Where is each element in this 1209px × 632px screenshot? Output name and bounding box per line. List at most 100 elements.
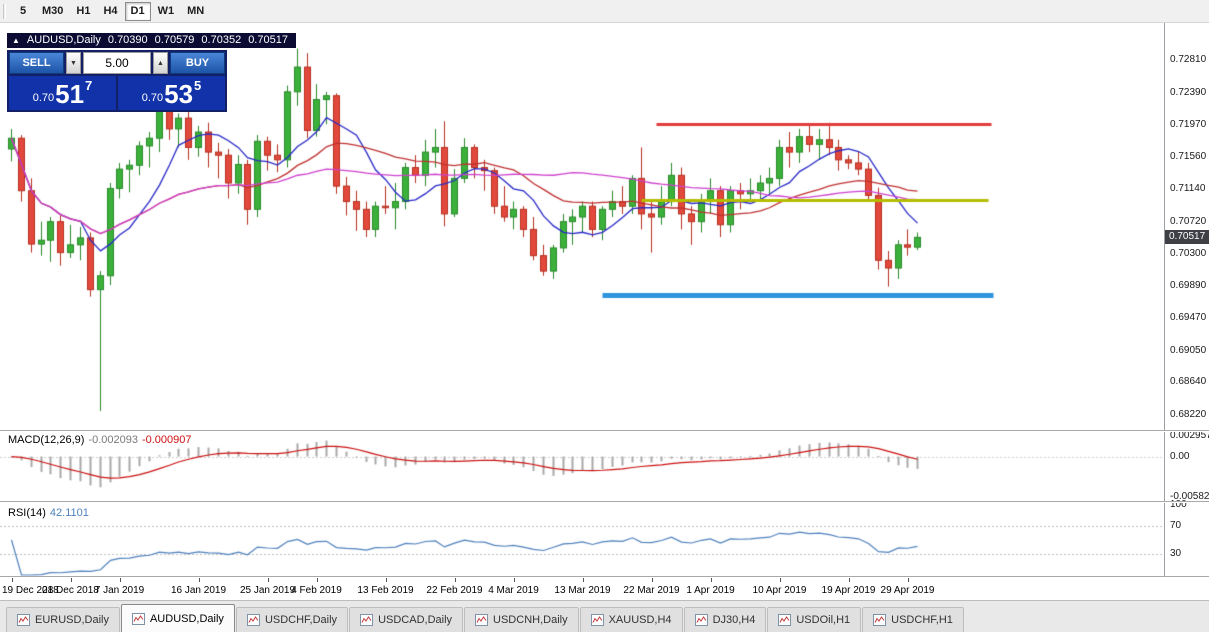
toolbar-grip[interactable] <box>3 3 6 19</box>
time-tick <box>454 578 456 582</box>
timeframe-button-w1[interactable]: W1 <box>157 5 175 17</box>
current-price-tag: 0.70517 <box>1165 230 1209 245</box>
rsi-scale-label: 30 <box>1170 548 1182 559</box>
timeframe-button-h4[interactable]: H4 <box>103 5 118 17</box>
chart-tab-usdcad-daily[interactable]: USDCAD,Daily <box>349 607 464 632</box>
time-tick-label: 19 Apr 2019 <box>821 585 876 596</box>
ohlc-open: 0.70390 <box>107 34 148 46</box>
time-tick-label: 7 Jan 2019 <box>94 585 145 596</box>
rsi-value: 42.1101 <box>49 507 89 519</box>
time-tick <box>848 578 850 582</box>
buy-price-big: 53 <box>164 79 194 109</box>
macd-name: MACD(12,26,9) <box>8 434 85 446</box>
rsi-scale-label: 70 <box>1170 520 1182 531</box>
sell-price-prefix: 0.70 <box>32 92 55 104</box>
chart-tab-usdoil-h1[interactable]: USDOil,H1 <box>767 607 862 632</box>
time-tick-label: 22 Mar 2019 <box>623 585 680 596</box>
rsi-label: RSI(14) 42.1101 <box>8 507 93 519</box>
time-tick-label: 1 Apr 2019 <box>686 585 735 596</box>
caret-up-icon: ▲ <box>157 59 164 67</box>
timeframe-button-d1[interactable]: D1 <box>124 1 151 21</box>
chart-icon <box>778 614 792 626</box>
chart-icon <box>694 614 708 626</box>
chart-tab-usdcnh-daily[interactable]: USDCNH,Daily <box>464 607 579 632</box>
tab-label: USDCHF,H1 <box>891 614 953 626</box>
oct-collapse-icon[interactable]: ▲ <box>12 36 20 45</box>
chart-tab-usdchf-daily[interactable]: USDCHF,Daily <box>235 607 349 632</box>
time-tick-label: 4 Mar 2019 <box>488 585 539 596</box>
macd-scale-label: 0.002957 <box>1170 430 1209 441</box>
sell-price-big: 51 <box>55 79 85 109</box>
panel-separator-rsi[interactable] <box>0 501 1209 502</box>
chart-tab-dj30-h4[interactable]: DJ30,H4 <box>683 607 767 632</box>
time-tick <box>267 578 269 582</box>
time-tick <box>513 578 515 582</box>
macd-scale-label: -0.005825 <box>1170 491 1209 502</box>
sell-price-display[interactable]: 0.70 51 7 <box>9 76 116 110</box>
chart-icon <box>360 614 374 626</box>
buy-price-prefix: 0.70 <box>141 92 164 104</box>
price-tick-label: 0.72390 <box>1170 86 1207 98</box>
price-tick-label: 0.69470 <box>1170 312 1207 324</box>
timeframe-button-m30[interactable]: M30 <box>42 5 64 17</box>
price-tick-label: 0.71140 <box>1170 183 1206 195</box>
price-tick-label: 0.71970 <box>1170 119 1207 131</box>
price-scale[interactable]: 0.70517 0.72810 0.72390 0.71970 0.71560 0.71… <box>1164 23 1209 577</box>
chart-icon <box>131 612 145 625</box>
price-tick-label: 0.68220 <box>1170 408 1207 420</box>
macd-label: MACD(12,26,9) -0.002093 -0.000907 <box>8 434 196 446</box>
panel-separator-macd[interactable] <box>0 430 1209 431</box>
price-tick-label: 0.69890 <box>1170 279 1207 291</box>
buy-price-display[interactable]: 0.70 53 5 <box>118 76 225 110</box>
buy-button[interactable]: BUY <box>170 52 225 74</box>
price-tick-label: 0.71560 <box>1170 150 1207 162</box>
time-tick <box>385 578 387 582</box>
time-tick-label: 22 Feb 2019 <box>426 585 483 596</box>
price-tick-label: 0.72810 <box>1170 54 1207 66</box>
time-tick <box>779 578 781 582</box>
chart-tab-usdchf-h1[interactable]: USDCHF,H1 <box>862 607 964 632</box>
ohlc-high: 0.70579 <box>154 34 195 46</box>
timeframe-button-5[interactable]: 5 <box>19 5 27 17</box>
time-tick <box>70 578 72 582</box>
axis-separator <box>0 576 1209 577</box>
time-tick-label: 4 Feb 2019 <box>291 585 342 596</box>
volume-increase-button[interactable]: ▲ <box>153 52 168 74</box>
tab-label: EURUSD,Daily <box>35 614 109 626</box>
rsi-scale-label: 100 <box>1170 499 1187 510</box>
tab-label: XAUUSD,H4 <box>608 614 672 626</box>
price-tick-label: 0.70720 <box>1170 215 1207 227</box>
macd-value-main: -0.002093 <box>88 434 138 446</box>
time-tick <box>710 578 712 582</box>
timeframe-button-h1[interactable]: H1 <box>76 5 91 17</box>
chart-icon <box>590 614 604 626</box>
macd-value-signal: -0.000907 <box>141 434 192 446</box>
chart-window: ▲ AUDUSD,Daily 0.70390 0.70579 0.70352 0… <box>0 23 1209 600</box>
time-tick <box>119 578 121 582</box>
chart-icon <box>246 614 260 626</box>
time-tick-label: 29 Apr 2019 <box>880 585 935 596</box>
price-tick-label: 0.70300 <box>1170 248 1207 260</box>
chart-tab-xauusd-h4[interactable]: XAUUSD,H4 <box>579 607 683 632</box>
time-axis[interactable]: 19 Dec 2018 28 Dec 2018 7 Jan 2019 16 Jan 2… <box>0 578 1164 600</box>
volume-decrease-button[interactable]: ▼ <box>66 52 81 74</box>
macd-scale-label: 0.00 <box>1170 450 1190 462</box>
time-tick <box>582 578 584 582</box>
rsi-name: RSI(14) <box>8 507 46 519</box>
symbol-label: AUDUSD,Daily <box>26 34 101 46</box>
tab-label: USDCNH,Daily <box>493 614 568 626</box>
chart-tab-eurusd-daily[interactable]: EURUSD,Daily <box>6 607 120 632</box>
time-tick-label: 19 Dec 2018 <box>2 585 59 596</box>
ohlc-close: 0.70517 <box>248 34 288 46</box>
one-click-trading-panel: SELL ▼ 5.00 ▲ BUY 0.70 51 7 0.70 53 5 <box>7 50 227 112</box>
time-tick-label: 13 Feb 2019 <box>357 585 414 596</box>
chart-tab-audusd-daily[interactable]: AUDUSD,Daily <box>120 604 235 632</box>
chart-tab-bar: EURUSD,Daily AUDUSD,Daily USDCHF,Daily USDC… <box>0 600 1209 632</box>
sell-button[interactable]: SELL <box>9 52 64 74</box>
timeframe-toolbar: 5 M30 H1 H4 D1 W1 MN <box>0 0 1209 23</box>
timeframe-button-mn[interactable]: MN <box>187 5 205 17</box>
volume-input[interactable]: 5.00 <box>83 52 151 74</box>
caret-down-icon: ▼ <box>70 59 77 67</box>
time-tick-label: 16 Jan 2019 <box>170 585 227 596</box>
price-chart-canvas[interactable] <box>0 23 1164 600</box>
